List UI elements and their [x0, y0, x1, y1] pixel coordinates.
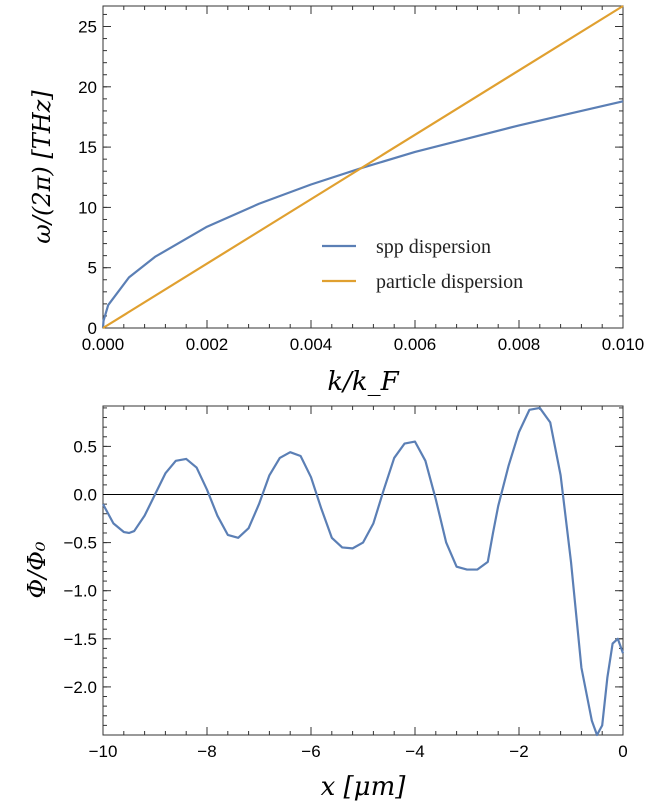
series-line-1 — [102, 406, 625, 737]
x-tick-label: 0.010 — [602, 335, 645, 354]
x-tick-label: −2 — [509, 742, 528, 761]
dispersion-legend: spp dispersion particle dispersion — [322, 236, 523, 293]
x-tick-label: 0.002 — [186, 335, 229, 354]
y-tick-label: −0.5 — [63, 534, 97, 553]
dispersion-series — [101, 5, 624, 329]
y-tick-label: 0.5 — [73, 437, 97, 456]
potential-plot-frame — [102, 405, 624, 736]
legend-label-spp: spp dispersion — [376, 236, 491, 258]
series-line-1 — [101, 100, 624, 329]
y-tick-label: −2.0 — [63, 678, 97, 697]
y-tick-label: −1.5 — [63, 630, 97, 649]
y-tick-label: 0 — [88, 319, 97, 338]
x-tick-label: −10 — [89, 742, 118, 761]
potential-series — [102, 406, 625, 737]
dispersion-x-axis-label: k/k_F — [327, 367, 399, 397]
y-tick-label: 0.0 — [73, 486, 97, 505]
y-tick-label: 15 — [78, 138, 97, 157]
y-tick-label: 5 — [88, 259, 97, 278]
x-tick-label: −8 — [197, 742, 216, 761]
y-tick-label: 25 — [78, 18, 97, 37]
potential-ticks: −10 −8 −6 −4 −2 0 0.5 0.0 −0.5 −1.0 −1.5 −2.0 — [63, 406, 628, 761]
x-tick-label: 0 — [618, 742, 627, 761]
x-tick-label: 0.000 — [82, 335, 125, 354]
x-tick-label: 0.004 — [290, 335, 333, 354]
legend-label-particle: particle dispersion — [376, 271, 523, 293]
x-tick-label: −6 — [301, 742, 320, 761]
x-tick-label: 0.006 — [394, 335, 437, 354]
dispersion-ticks: 0.000 0.002 0.004 0.006 0.008 0.010 0 5 10 15 20 25 — [78, 6, 644, 354]
y-tick-label: 20 — [78, 78, 97, 97]
potential-x-axis-label: x [μm] — [321, 772, 407, 802]
dispersion-y-axis-label: ω/(2π) [THz] — [28, 90, 56, 244]
series-line-2 — [102, 5, 624, 329]
x-tick-label: 0.008 — [498, 335, 541, 354]
potential-chart: −10 −8 −6 −4 −2 0 0.5 0.0 −0.5 −1.0 −1.5 −2.0 x [μm… — [23, 405, 628, 802]
y-tick-label: 10 — [78, 198, 97, 217]
x-tick-label: −4 — [405, 742, 424, 761]
potential-y-axis-label: Φ/Φ₀ — [23, 541, 51, 598]
dispersion-chart: 0.000 0.002 0.004 0.006 0.008 0.010 0 5 10 15 20 25… — [28, 5, 644, 397]
y-tick-label: −1.0 — [63, 582, 97, 601]
dispersion-plot-frame — [102, 5, 624, 329]
